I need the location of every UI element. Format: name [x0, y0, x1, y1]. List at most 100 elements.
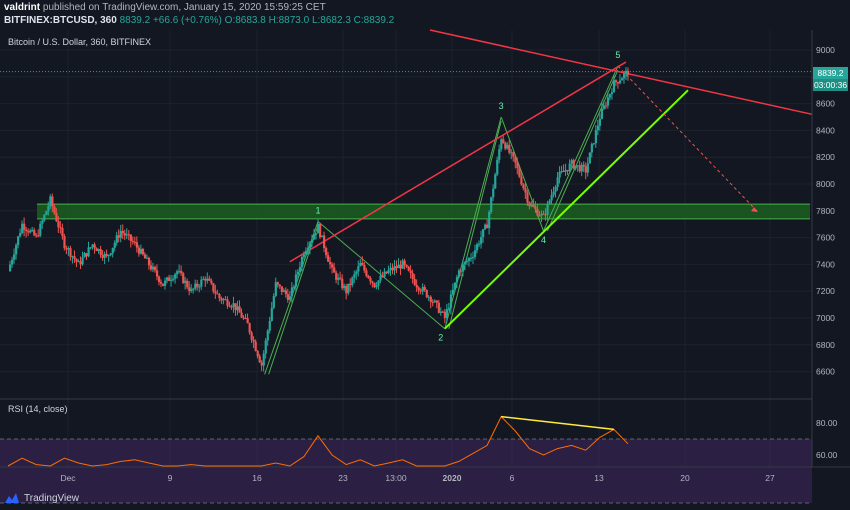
candle-body	[584, 166, 587, 173]
candle-body	[214, 291, 217, 294]
candle-body	[168, 277, 171, 281]
price-tick-label: 7200	[816, 286, 835, 296]
candle-body	[486, 224, 489, 229]
candle-body	[385, 271, 388, 274]
price-axis	[812, 30, 850, 467]
candle-body	[37, 235, 40, 237]
descending-resistance-line	[429, 29, 813, 116]
candle-body	[314, 233, 318, 235]
candle-body	[180, 270, 183, 274]
candle-body	[530, 204, 533, 207]
candle-body	[77, 261, 80, 263]
candle-body	[184, 280, 187, 284]
tradingview-logo[interactable]: TradingView	[4, 491, 79, 505]
candle-body	[327, 255, 330, 262]
candle-body	[592, 143, 595, 145]
candle-body	[198, 286, 201, 288]
candle-body	[522, 184, 525, 189]
author-name[interactable]: valdrint	[4, 2, 41, 13]
candle-body	[612, 80, 616, 93]
candle-body	[449, 294, 453, 308]
candle-body	[375, 285, 378, 288]
candle-body	[218, 294, 221, 299]
candle-body	[387, 269, 390, 274]
candle-body	[389, 267, 392, 270]
candle-body	[141, 248, 145, 255]
candle-body	[210, 280, 213, 284]
candle-body	[220, 298, 223, 301]
publish-header: valdrint published on TradingView.com, J…	[0, 0, 850, 28]
candle-body	[302, 254, 306, 257]
candle-body	[367, 275, 370, 278]
candle-body	[514, 156, 517, 163]
candle-body	[610, 92, 614, 95]
candle-body	[482, 229, 485, 238]
candle-body	[39, 223, 42, 236]
candle-body	[590, 144, 593, 153]
price-tick-label: 7400	[816, 259, 835, 269]
candle-body	[43, 214, 46, 221]
candle-body	[230, 306, 233, 308]
candle-body	[490, 197, 493, 212]
candle-body	[49, 196, 52, 207]
price-tick-label: 7600	[816, 233, 835, 243]
candle-body	[596, 125, 600, 131]
candle-body	[71, 256, 74, 258]
candle-body	[228, 305, 231, 307]
candle-body	[550, 195, 553, 201]
candle-body	[546, 203, 549, 215]
publish-info: published on TradingView.com, January 15…	[42, 2, 326, 13]
rsi-line	[7, 415, 629, 467]
wave-line	[500, 116, 544, 232]
candle-body	[286, 294, 290, 300]
candle-body	[61, 227, 64, 236]
candle-body	[33, 229, 36, 236]
candle-body	[13, 254, 16, 260]
candle-body	[85, 253, 88, 257]
candle-body	[494, 174, 497, 189]
price-tick-label: 9000	[816, 45, 835, 55]
candle-body	[409, 270, 412, 274]
candle-body	[135, 242, 139, 248]
candle-body	[294, 274, 298, 287]
wave-label-1: 1	[315, 206, 320, 216]
time-tick-label: 27	[765, 473, 775, 483]
candle-body	[127, 234, 130, 236]
wave-line	[317, 221, 446, 330]
candle-body	[35, 235, 38, 237]
candle-body	[413, 278, 416, 285]
candle-body	[79, 261, 82, 265]
candles-layer	[9, 67, 630, 372]
time-tick-label: 2020	[443, 473, 462, 483]
wave-label-5: 5	[615, 50, 620, 60]
candle-body	[627, 70, 630, 75]
rsi-pane	[0, 399, 812, 467]
projection-arrowhead	[751, 207, 758, 213]
candle-body	[27, 231, 30, 233]
candle-body	[89, 247, 92, 249]
candle-body	[484, 224, 487, 230]
candle-body	[234, 303, 237, 311]
candle-body	[598, 118, 602, 126]
candle-body	[188, 287, 191, 292]
candle-body	[349, 283, 352, 286]
candle-body	[310, 239, 314, 243]
candle-body	[447, 307, 451, 310]
candle-body	[423, 287, 426, 291]
candle-body	[528, 202, 531, 207]
candle-body	[87, 247, 90, 257]
price-tick-label: 6800	[816, 340, 835, 350]
candle-body	[504, 142, 507, 149]
time-tick-label: 16	[252, 473, 262, 483]
candle-body	[133, 241, 137, 243]
candle-body	[15, 245, 18, 255]
candle-body	[157, 276, 161, 283]
candle-body	[145, 257, 149, 259]
candle-body	[335, 272, 338, 280]
candle-body	[369, 277, 372, 282]
candle-body	[103, 253, 106, 258]
candle-body	[284, 290, 287, 295]
candle-body	[600, 108, 604, 119]
candle-body	[399, 264, 402, 269]
